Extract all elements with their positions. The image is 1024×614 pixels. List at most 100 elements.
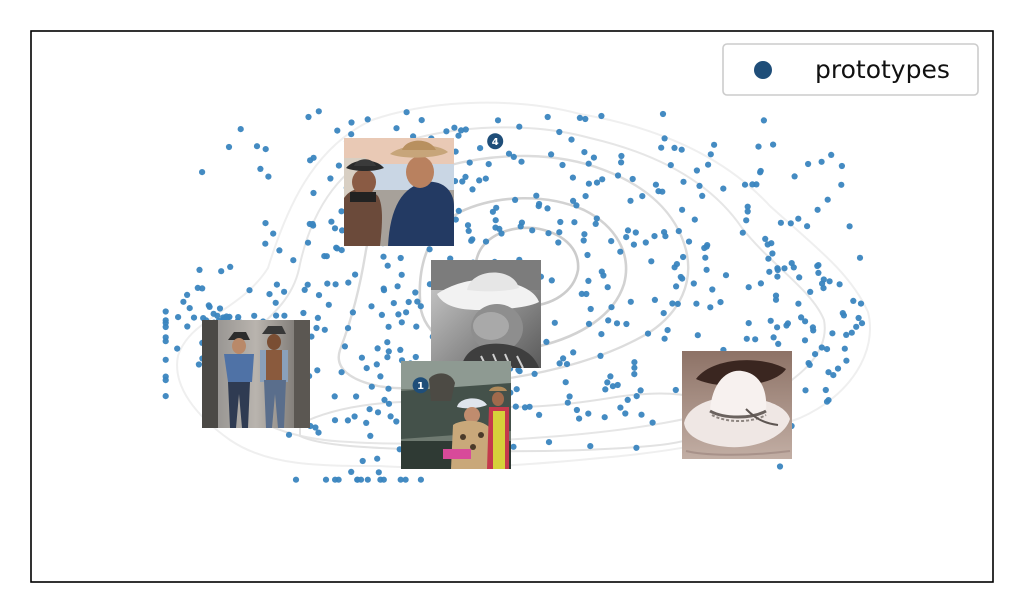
scatter-point xyxy=(801,337,809,344)
scatter-point xyxy=(387,413,394,420)
scatter-point xyxy=(380,476,387,483)
scatter-point xyxy=(693,300,700,307)
scatter-point xyxy=(315,108,322,115)
scatter-point xyxy=(693,167,701,174)
scatter-point xyxy=(590,154,598,161)
prototype-image-couple-in-cowboy-hats xyxy=(344,138,454,246)
scatter-point xyxy=(587,305,594,313)
scatter-point xyxy=(276,247,283,254)
scatter-point xyxy=(825,369,832,376)
scatter-point xyxy=(452,216,459,223)
scatter-point xyxy=(314,314,321,321)
scatter-point xyxy=(846,223,853,230)
scatter-point xyxy=(344,325,352,332)
scatter-point xyxy=(707,151,714,158)
scatter-point xyxy=(853,323,860,330)
scatter-point xyxy=(593,179,601,186)
scatter-point xyxy=(566,393,573,400)
scatter-point xyxy=(322,476,330,483)
scatter-point xyxy=(791,173,798,180)
scatter-point xyxy=(199,169,206,176)
scatter-point xyxy=(633,393,640,400)
scatter-point xyxy=(564,399,571,406)
scatter-point xyxy=(674,300,681,307)
scatter-point xyxy=(304,281,311,288)
scatter-point xyxy=(253,143,261,150)
scatter-point xyxy=(301,286,308,293)
scatter-point xyxy=(631,364,638,371)
scatter-point xyxy=(195,361,202,368)
scatter-point xyxy=(562,379,569,386)
scatter-point xyxy=(585,160,592,167)
scatter-point xyxy=(529,227,536,234)
scatter-point xyxy=(518,158,525,165)
scatter-point xyxy=(332,476,339,483)
scatter-point xyxy=(458,127,465,134)
scatter-point xyxy=(162,317,169,324)
scatter-point xyxy=(349,309,356,316)
scatter-point xyxy=(806,361,813,368)
scatter-point xyxy=(338,369,345,376)
scatter-point xyxy=(273,312,280,319)
scatter-point xyxy=(476,177,483,184)
scatter-point xyxy=(184,323,191,330)
scatter-point xyxy=(624,227,632,234)
scatter-point xyxy=(609,383,617,390)
scatter-point xyxy=(632,229,639,236)
scatter-point xyxy=(251,312,258,319)
scatter-point xyxy=(707,304,714,311)
scatter-point xyxy=(633,444,640,451)
scatter-point xyxy=(573,202,580,209)
scatter-point xyxy=(743,217,750,224)
scatter-point xyxy=(571,219,578,226)
scatter-point xyxy=(266,291,273,298)
scatter-point xyxy=(272,299,279,306)
scatter-point xyxy=(292,476,300,483)
scatter-point xyxy=(703,266,710,273)
scatter-point xyxy=(642,239,649,246)
scatter-point xyxy=(644,330,652,337)
scatter-point xyxy=(380,253,387,260)
scatter-point xyxy=(843,331,850,338)
scatter-point xyxy=(667,162,674,169)
legend: prototypes xyxy=(722,43,979,96)
scatter-point xyxy=(828,151,835,158)
scatter-point xyxy=(807,288,814,295)
scatter-point xyxy=(757,167,764,175)
scatter-point xyxy=(765,255,772,262)
scatter-point xyxy=(162,334,169,341)
scatter-point xyxy=(332,281,339,288)
scatter-point xyxy=(602,386,609,393)
scatter-point xyxy=(858,320,866,327)
scatter-point xyxy=(180,298,187,305)
scatter-point xyxy=(265,173,272,180)
scatter-point xyxy=(673,261,681,268)
scatter-point xyxy=(838,162,846,170)
scatter-point xyxy=(841,345,848,352)
scatter-point xyxy=(285,431,293,438)
scatter-point xyxy=(536,411,543,418)
scatter-point xyxy=(466,159,473,166)
scatter-point xyxy=(660,310,667,317)
scatter-point xyxy=(848,329,855,336)
scatter-point xyxy=(353,393,360,400)
scatter-point xyxy=(840,312,848,319)
scatter-point xyxy=(659,188,666,195)
scatter-point xyxy=(598,268,605,275)
scatter-point xyxy=(511,196,519,203)
scatter-point xyxy=(834,365,842,372)
scatter-point xyxy=(175,314,182,321)
scatter-point xyxy=(585,410,592,417)
scatter-point xyxy=(505,150,513,157)
scatter-point xyxy=(227,263,234,270)
scatter-point xyxy=(384,354,391,361)
prototype-marker-label-4: 4 xyxy=(492,137,499,148)
scatter-point xyxy=(385,323,392,330)
scatter-point xyxy=(802,387,809,394)
scatter-point xyxy=(414,298,421,305)
scatter-point xyxy=(604,284,611,291)
scatter-point xyxy=(394,283,401,290)
scatter-point xyxy=(581,149,588,156)
scatter-point xyxy=(587,443,594,450)
scatter-point xyxy=(381,396,388,403)
